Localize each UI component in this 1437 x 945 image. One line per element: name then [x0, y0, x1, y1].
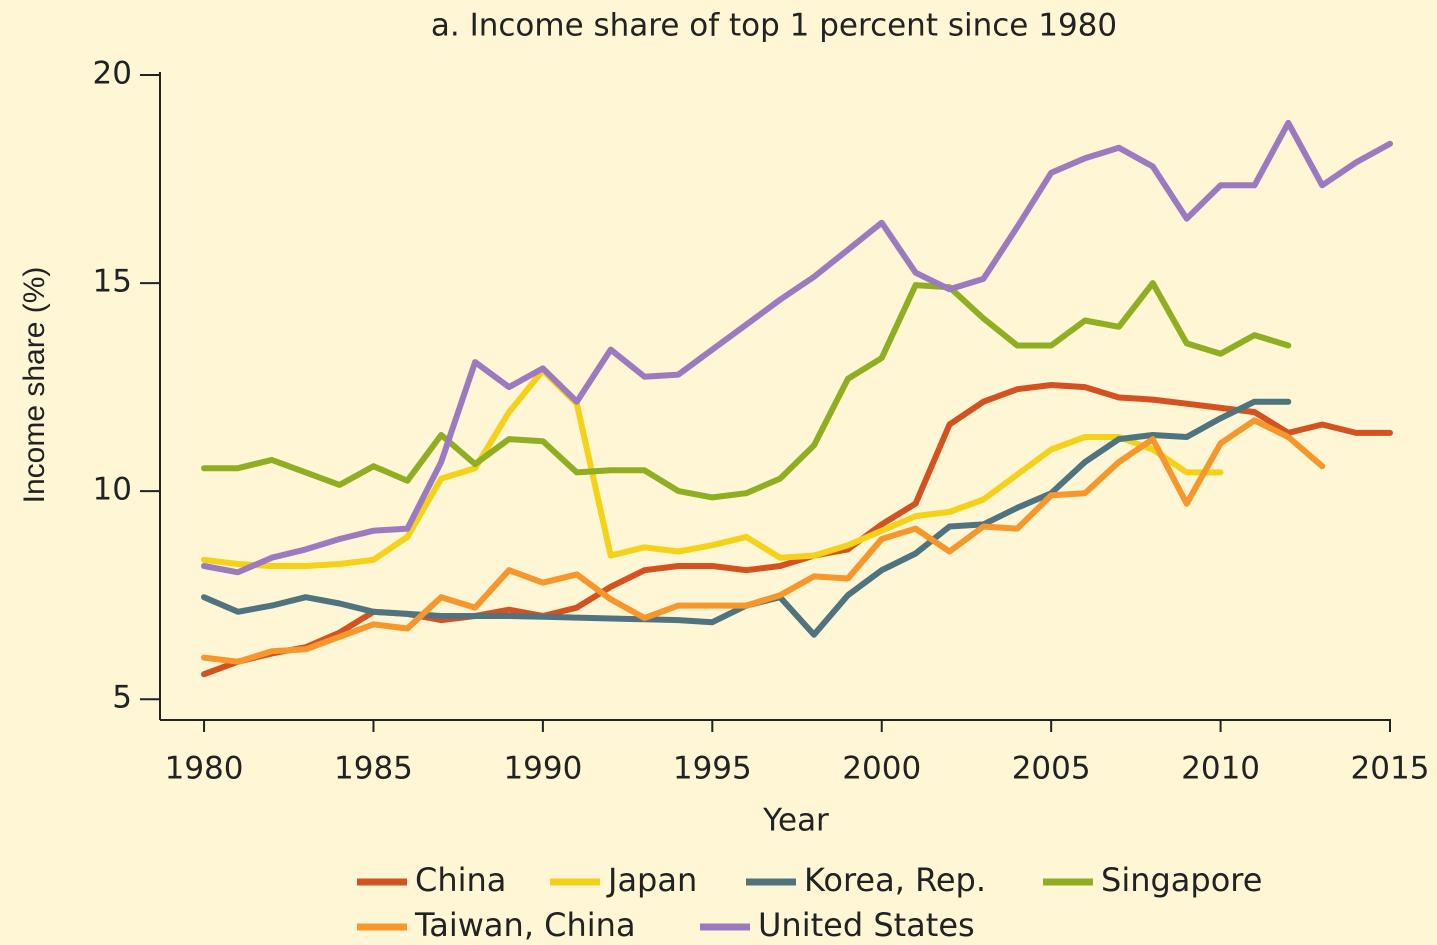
x-tick-label: 1990 [503, 751, 582, 787]
legend-label: Singapore [1101, 861, 1262, 899]
series-line [201, 367, 1224, 569]
legend-label: United States [758, 906, 975, 944]
series-line [201, 280, 1292, 501]
x-tick-label: 1995 [673, 751, 752, 787]
x-tick-label: 1985 [334, 751, 413, 787]
legend-label: China [415, 861, 506, 899]
x-tick-label: 2015 [1351, 751, 1430, 787]
y-tick-label: 20 [93, 56, 132, 92]
y-axis-label: Income share (%) [18, 267, 51, 504]
x-tick-label: 1980 [165, 751, 244, 787]
y-tick-label: 10 [93, 472, 132, 508]
legend-label: Taiwan, China [414, 906, 636, 944]
y-tick-label: 15 [93, 264, 132, 300]
legend-label: Japan [606, 861, 697, 899]
chart-title: a. Income share of top 1 percent since 1… [431, 8, 1117, 44]
y-tick-label: 5 [112, 680, 132, 716]
x-axis-label: Year [762, 803, 829, 839]
x-tick-label: 2010 [1181, 751, 1260, 787]
legend-label: Korea, Rep. [804, 861, 986, 899]
x-tick-label: 2000 [842, 751, 921, 787]
series-line [201, 119, 1393, 576]
series-line [201, 417, 1326, 665]
x-tick-label: 2005 [1012, 751, 1091, 787]
